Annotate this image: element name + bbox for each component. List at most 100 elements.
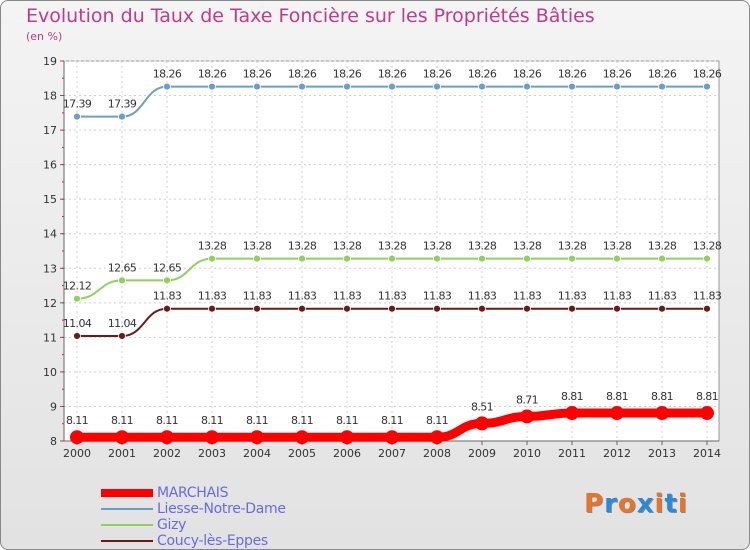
data-point bbox=[115, 430, 129, 445]
data-point bbox=[700, 406, 714, 421]
y-tick-label: 17 bbox=[43, 124, 57, 137]
legend-label-gizy: Gizy bbox=[157, 517, 187, 533]
data-label: 18.26 bbox=[603, 68, 632, 81]
x-tick-label: 2012 bbox=[603, 447, 631, 460]
data-point bbox=[343, 82, 351, 91]
data-point bbox=[70, 430, 84, 445]
x-tick-label: 2011 bbox=[558, 447, 586, 460]
data-label: 11.83 bbox=[513, 290, 542, 303]
data-point bbox=[253, 304, 261, 313]
data-point bbox=[478, 82, 486, 91]
data-label: 13.28 bbox=[378, 240, 407, 253]
logo-letter: i bbox=[677, 489, 688, 519]
data-label: 13.28 bbox=[648, 240, 677, 253]
data-label: 18.26 bbox=[558, 68, 587, 81]
x-tick-label: 2009 bbox=[468, 447, 496, 460]
y-tick-label: 15 bbox=[43, 193, 57, 206]
legend-swatch-coucy-les-eppes bbox=[101, 540, 153, 542]
data-label: 18.26 bbox=[423, 68, 452, 81]
series-marchais: 8.11 8.11 8.11 8.11 8.11 8.11 8.11 8.11 8.11 8.51… bbox=[66, 390, 719, 445]
data-point bbox=[343, 304, 351, 313]
x-tick-label: 2010 bbox=[513, 447, 541, 460]
logo-letter: P bbox=[584, 489, 605, 519]
legend-swatch-liesse-notre-dame bbox=[101, 508, 153, 510]
data-label: 8.11 bbox=[111, 414, 133, 427]
series-liesse-notre-dame: 17.39 17.39 18.26 18.26 18.26 18.26 18.26 18.26… bbox=[63, 68, 722, 121]
data-point bbox=[703, 82, 711, 91]
data-point bbox=[163, 276, 171, 285]
data-label: 13.28 bbox=[468, 240, 497, 253]
data-point bbox=[568, 304, 576, 313]
x-tick-label: 2013 bbox=[648, 447, 676, 460]
y-tick-label: 12 bbox=[43, 297, 57, 310]
data-label: 11.83 bbox=[288, 290, 317, 303]
data-label: 18.26 bbox=[333, 68, 362, 81]
data-label: 8.51 bbox=[471, 400, 493, 413]
data-label: 11.83 bbox=[693, 290, 722, 303]
logo-letter: r bbox=[604, 489, 618, 519]
data-label: 11.83 bbox=[378, 290, 407, 303]
data-point bbox=[520, 409, 534, 424]
data-label: 13.28 bbox=[243, 240, 272, 253]
x-tick-label: 2007 bbox=[378, 447, 406, 460]
data-label: 18.26 bbox=[378, 68, 407, 81]
data-point bbox=[388, 254, 396, 263]
data-point bbox=[73, 112, 81, 121]
data-point bbox=[298, 304, 306, 313]
data-label: 11.83 bbox=[468, 290, 497, 303]
data-label: 11.83 bbox=[198, 290, 227, 303]
data-point bbox=[208, 82, 216, 91]
data-label: 17.39 bbox=[108, 98, 137, 111]
data-label: 11.83 bbox=[648, 290, 677, 303]
data-point bbox=[160, 430, 174, 445]
data-point bbox=[658, 254, 666, 263]
y-tick-label: 10 bbox=[43, 366, 57, 379]
data-point bbox=[478, 304, 486, 313]
legend-swatch-marchais bbox=[101, 489, 153, 497]
legend-label-coucy-les-eppes: Coucy-lès-Eppes bbox=[157, 533, 268, 549]
data-label: 18.26 bbox=[243, 68, 272, 81]
data-label: 8.81 bbox=[651, 390, 673, 403]
data-point bbox=[658, 304, 666, 313]
data-point bbox=[523, 254, 531, 263]
data-label: 13.28 bbox=[423, 240, 452, 253]
data-label: 8.81 bbox=[696, 390, 718, 403]
logo-letter: x bbox=[636, 489, 655, 519]
data-point bbox=[205, 430, 219, 445]
data-point bbox=[163, 82, 171, 91]
data-point bbox=[118, 276, 126, 285]
data-point bbox=[703, 304, 711, 313]
x-tick-label: 2008 bbox=[423, 447, 451, 460]
data-label: 12.65 bbox=[153, 261, 182, 274]
data-point bbox=[295, 430, 309, 445]
x-tick-label: 2001 bbox=[108, 447, 136, 460]
data-point bbox=[298, 82, 306, 91]
legend-label-liesse-notre-dame: Liesse-Notre-Dame bbox=[157, 501, 286, 517]
data-point bbox=[703, 254, 711, 263]
data-label: 8.11 bbox=[66, 414, 88, 427]
data-label: 18.26 bbox=[288, 68, 317, 81]
y-tick-label: 11 bbox=[43, 331, 57, 344]
data-label: 13.28 bbox=[513, 240, 542, 253]
data-point bbox=[478, 254, 486, 263]
legend-swatch-gizy bbox=[101, 524, 153, 526]
x-tick-label: 2014 bbox=[693, 447, 721, 460]
x-tick-label: 2005 bbox=[288, 447, 316, 460]
data-label: 8.11 bbox=[336, 414, 358, 427]
data-label: 8.11 bbox=[156, 414, 178, 427]
data-point bbox=[475, 416, 489, 431]
series-coucy-l-s-eppes: 11.04 11.04 11.83 11.83 11.83 11.83 11.83 11.83… bbox=[63, 290, 722, 340]
data-point bbox=[565, 406, 579, 421]
data-point bbox=[73, 294, 81, 303]
logo-letter: t bbox=[664, 489, 678, 519]
data-label: 18.26 bbox=[648, 68, 677, 81]
chart-unit-label: (en %) bbox=[26, 30, 63, 43]
data-point bbox=[613, 82, 621, 91]
data-point bbox=[118, 332, 126, 340]
data-point bbox=[73, 332, 81, 340]
data-point bbox=[208, 304, 216, 313]
data-label: 8.11 bbox=[426, 414, 448, 427]
y-tick-label: 18 bbox=[43, 90, 57, 103]
data-point bbox=[523, 304, 531, 313]
